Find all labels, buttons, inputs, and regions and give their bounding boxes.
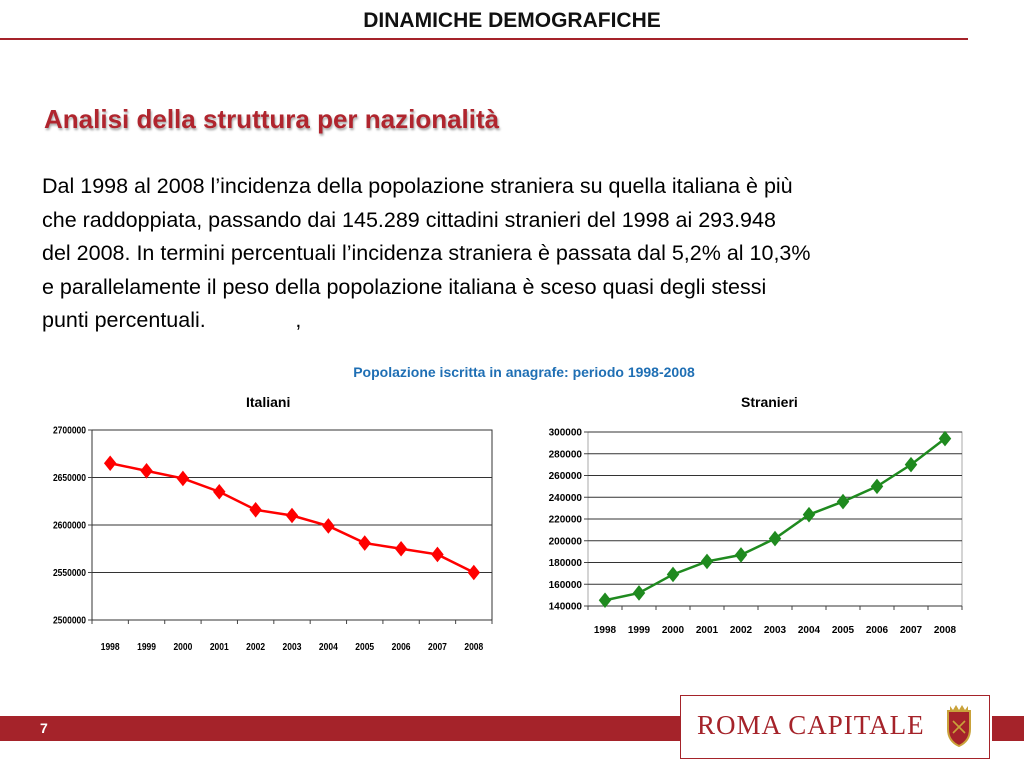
- body-line: che raddoppiata, passando dai 145.289 ci…: [42, 207, 776, 232]
- data-point: [176, 470, 190, 487]
- x-tick-label: 2000: [662, 625, 685, 636]
- data-point: [394, 540, 408, 557]
- data-point: [103, 455, 117, 472]
- x-tick-label: 2006: [392, 641, 411, 652]
- x-tick-label: 1999: [628, 625, 651, 636]
- body-line: e parallelamente il peso della popolazio…: [42, 274, 767, 299]
- roma-capitale-logo-text: ROMA CAPITALE: [697, 710, 925, 740]
- stranieri-line-chart: 140000 160000 180000 200000 220000 240000 2600…: [549, 428, 963, 636]
- data-point: [666, 566, 680, 583]
- footer-bar-right: [992, 716, 1024, 741]
- charts-caption: Popolazione iscritta in anagrafe: period…: [353, 364, 695, 380]
- y-tick-label: 140000: [549, 602, 583, 613]
- y-tick-label: 2650000: [53, 472, 86, 483]
- data-point: [768, 530, 782, 547]
- x-tick-label: 2006: [866, 625, 889, 636]
- data-point: [836, 493, 850, 510]
- y-tick-label: 220000: [549, 515, 583, 526]
- data-point: [802, 506, 816, 523]
- data-point: [632, 585, 646, 601]
- x-tick-label: 2004: [798, 625, 821, 636]
- x-tick-label: 1998: [594, 625, 617, 636]
- x-tick-label: 2007: [428, 641, 447, 652]
- body-paragraph: Dal 1998 al 2008 l’incidenza della popol…: [42, 170, 972, 338]
- data-point: [140, 463, 153, 479]
- header-divider: [0, 38, 968, 40]
- x-tick-label: 2002: [246, 641, 265, 652]
- data-point: [904, 456, 918, 473]
- data-point: [213, 483, 226, 500]
- x-tick-label: 2001: [210, 641, 229, 652]
- x-tick-label: 2008: [464, 641, 483, 652]
- body-line: del 2008. In termini percentuali l’incid…: [42, 241, 811, 265]
- x-tick-label: 2002: [730, 625, 753, 636]
- data-point: [431, 546, 444, 563]
- data-point: [734, 547, 748, 563]
- data-point: [467, 564, 481, 581]
- page-number: 7: [40, 720, 48, 736]
- slide-header-title: DINAMICHE DEMOGRAFICHE: [363, 9, 661, 32]
- data-point: [598, 592, 612, 609]
- x-tick-label: 2005: [832, 625, 855, 636]
- y-tick-label: 240000: [549, 493, 583, 504]
- y-tick-label: 200000: [549, 536, 583, 547]
- x-tick-label: 1998: [101, 641, 120, 652]
- data-point: [249, 501, 262, 518]
- italiani-chart-heading: Italiani: [246, 394, 291, 410]
- data-point: [938, 430, 952, 447]
- data-point: [870, 478, 884, 495]
- x-tick-label: 2000: [173, 641, 192, 652]
- data-point: [322, 518, 335, 534]
- stranieri-chart-heading: Stranieri: [741, 394, 798, 410]
- y-tick-label: 180000: [549, 558, 583, 569]
- section-title: Analisi della struttura per nazionalità: [44, 104, 500, 134]
- data-point: [285, 507, 299, 524]
- y-tick-label: 160000: [549, 580, 583, 591]
- x-tick-label: 2003: [764, 625, 787, 636]
- y-tick-label: 2500000: [53, 615, 86, 626]
- footer-bar: [0, 716, 690, 741]
- y-tick-label: 2700000: [53, 425, 86, 436]
- y-tick-label: 2550000: [53, 567, 86, 578]
- y-tick-label: 2600000: [53, 520, 86, 531]
- logo-box: [680, 695, 990, 759]
- x-tick-label: 2008: [934, 625, 957, 636]
- data-point: [358, 535, 371, 551]
- body-line: Dal 1998 al 2008 l’incidenza della popol…: [42, 174, 793, 198]
- x-tick-label: 2007: [900, 625, 923, 636]
- italiani-line-chart: 2500000 2550000 2600000 2650000 2700000 1998 1…: [53, 425, 493, 652]
- x-tick-label: 2005: [355, 641, 374, 652]
- x-tick-label: 1999: [137, 641, 156, 652]
- y-tick-label: 280000: [549, 449, 583, 460]
- y-tick-label: 300000: [549, 428, 583, 439]
- data-point: [700, 553, 714, 570]
- y-tick-label: 260000: [549, 471, 583, 482]
- body-line: punti percentuali. ,: [42, 308, 302, 332]
- roma-shield-icon: [947, 705, 971, 747]
- x-tick-label: 2001: [696, 625, 719, 636]
- x-tick-label: 2004: [319, 641, 339, 652]
- x-tick-label: 2003: [283, 641, 302, 652]
